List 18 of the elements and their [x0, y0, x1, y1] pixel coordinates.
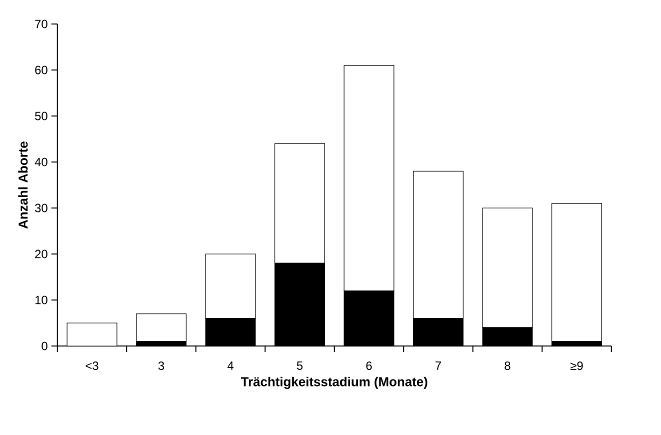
y-tick-label: 70 [35, 20, 48, 28]
y-tick-label: 50 [35, 112, 48, 120]
y-tick-label: 40 [34, 158, 48, 166]
x-tick-label: 3 [158, 362, 164, 370]
y-tick-label: 0 [42, 342, 48, 350]
y-tick-label: 30 [35, 204, 48, 212]
x-tick-label: 7 [436, 362, 441, 370]
y-tick-label: 60 [35, 66, 48, 74]
x-tick-label: ≥9 [570, 362, 583, 370]
x-tick-label: <3 [86, 362, 98, 370]
y-tick-label: 20 [35, 250, 48, 258]
x-tick-label: 5 [296, 362, 303, 370]
y-tick-label: 10 [35, 296, 48, 304]
x-tick-label: 8 [504, 362, 510, 370]
x-tick-label: 4 [227, 362, 234, 370]
y-axis-title: Anzahl Aborte [18, 142, 28, 229]
x-tick-label: 6 [366, 362, 372, 370]
x-axis-title: Trächtigkeitsstadium (Monate) [240, 376, 428, 389]
